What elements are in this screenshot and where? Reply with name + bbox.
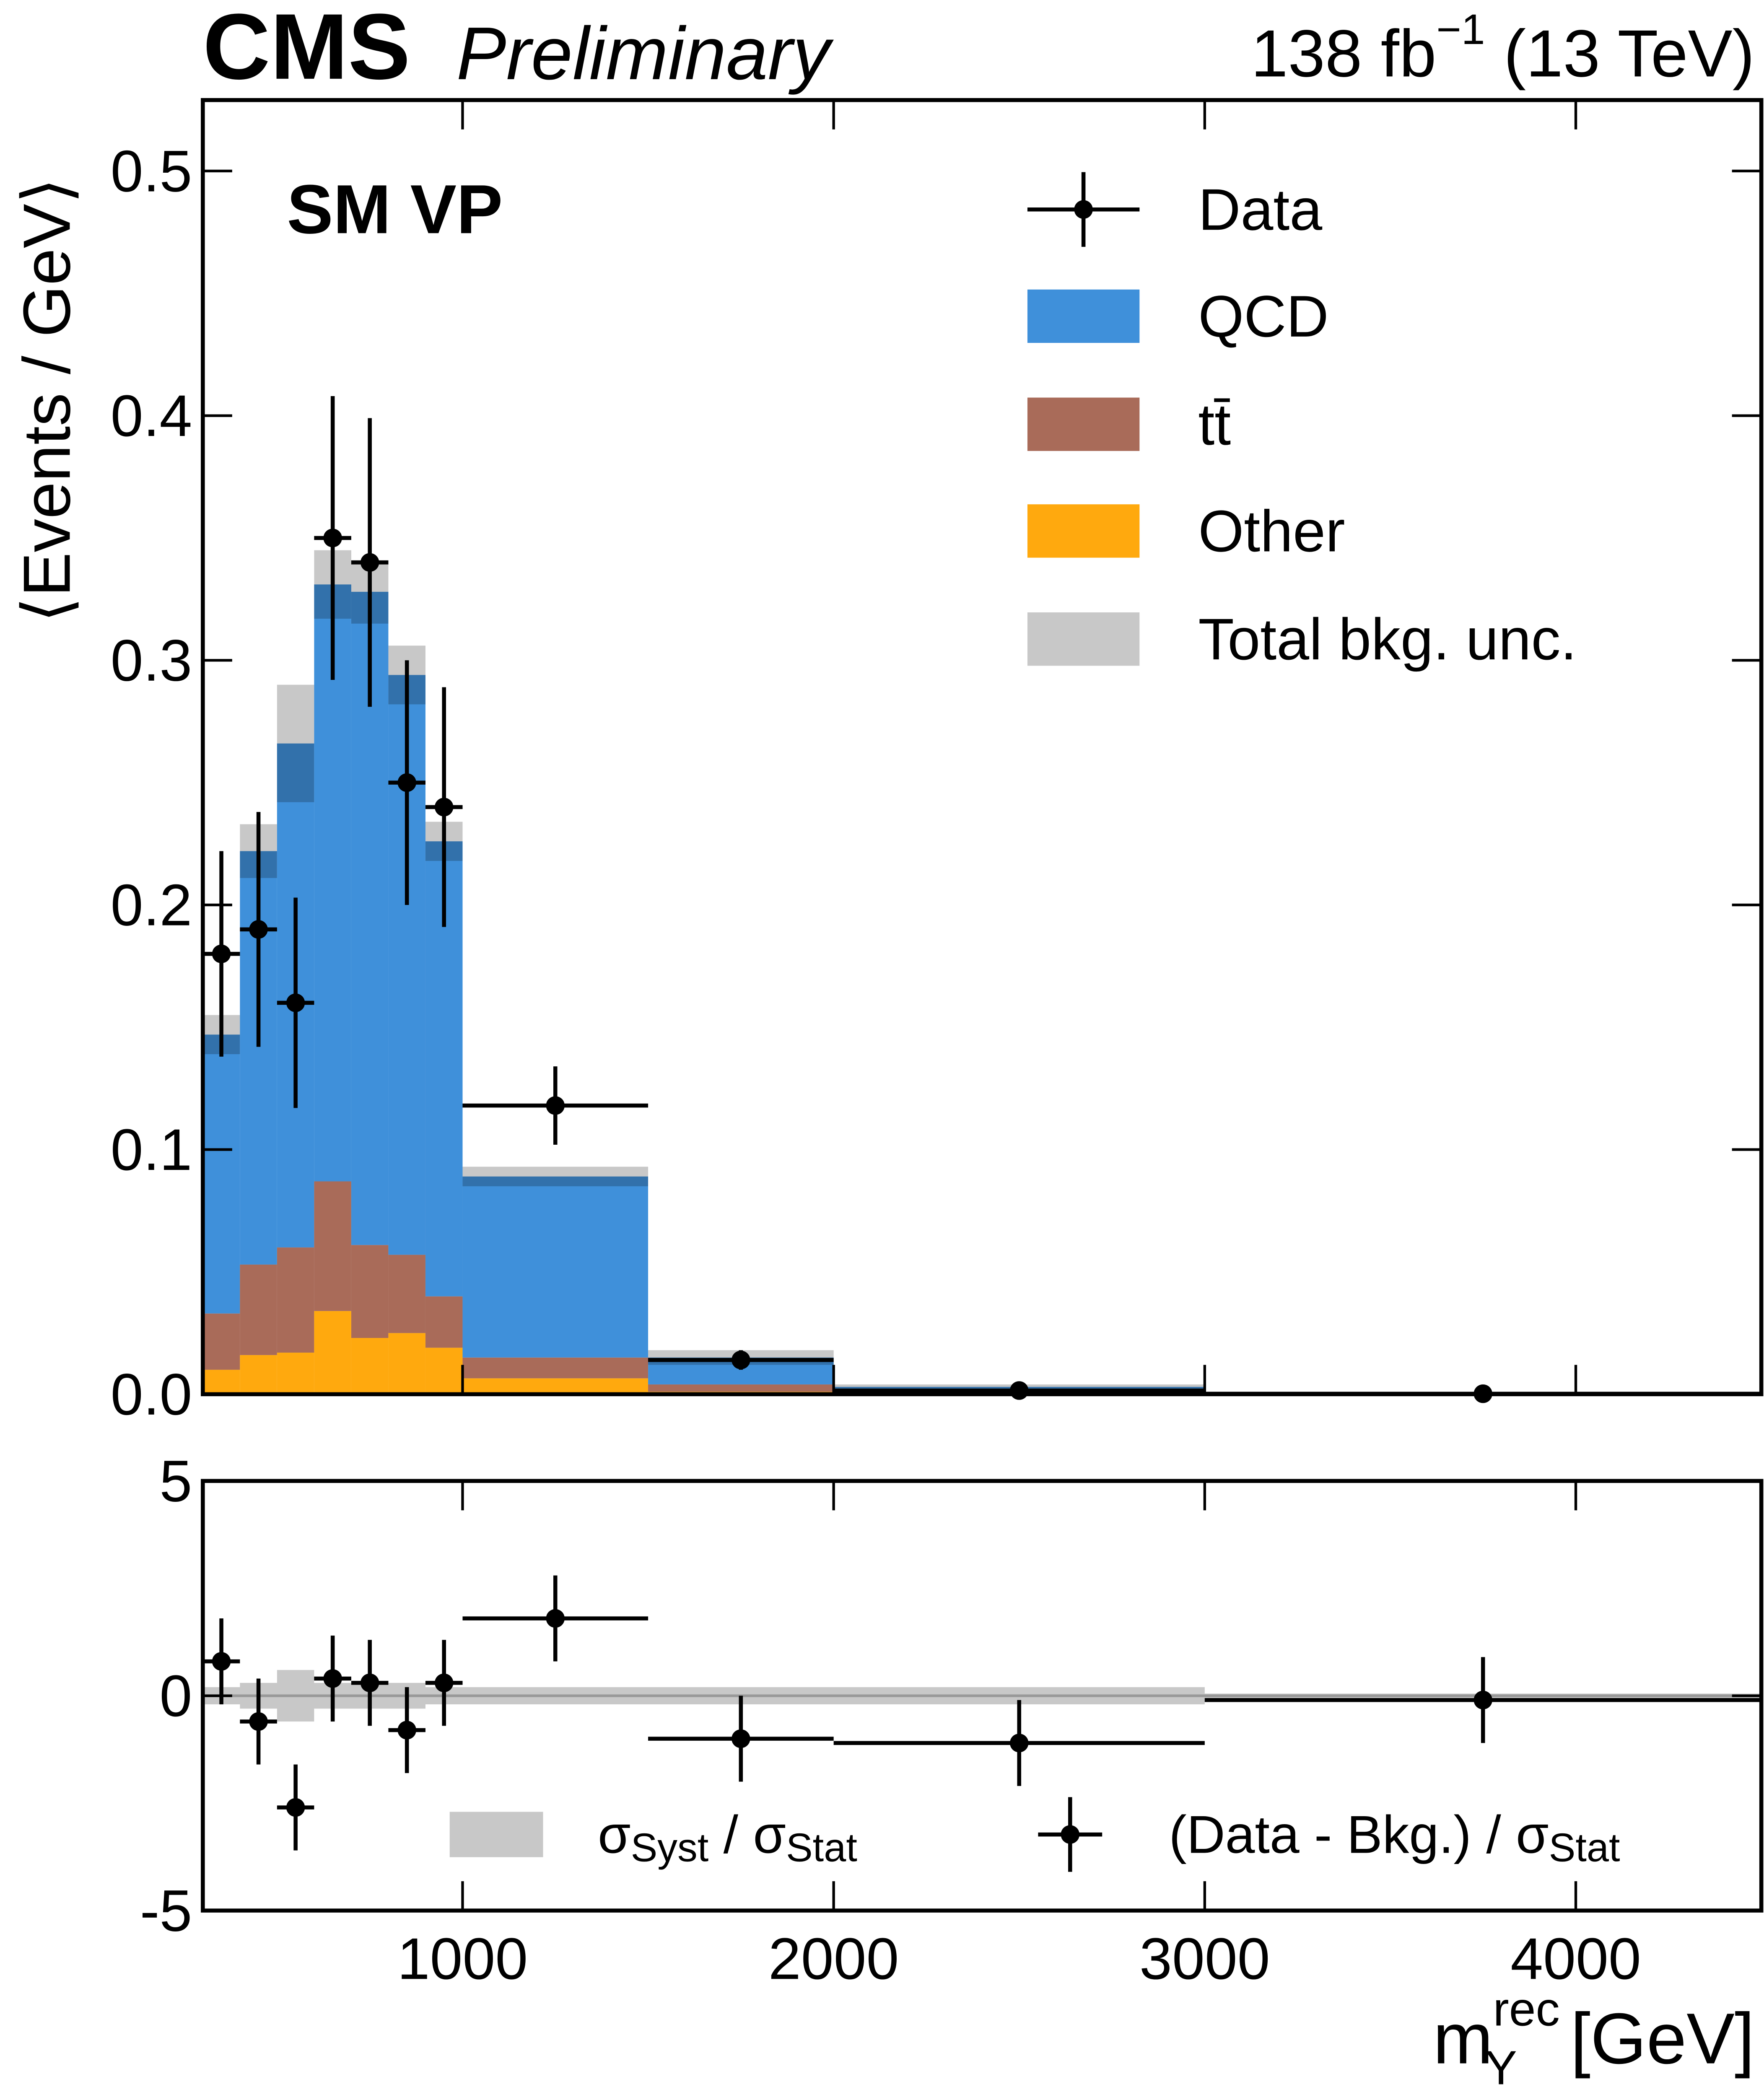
lumi-sup: −1 <box>1436 5 1485 53</box>
lumi: 138 fb−1 (13 TeV) <box>1251 5 1755 91</box>
data-point <box>323 529 342 547</box>
plot-area <box>202 396 1761 1403</box>
stack-segment <box>202 1369 240 1395</box>
legend-label-part: σ <box>598 1805 631 1864</box>
x-tick-label: 4000 <box>1510 1926 1641 1991</box>
legend-label: Other <box>1198 498 1345 564</box>
data-point <box>249 920 268 939</box>
data-point <box>397 773 416 792</box>
stack-segment <box>240 1355 277 1395</box>
legend-swatch <box>1027 397 1140 451</box>
y-tick-label: 0.2 <box>111 872 192 938</box>
data-point <box>732 1729 750 1748</box>
uncertainty-band <box>277 684 314 802</box>
experiment: CMS <box>203 0 410 99</box>
legend-label: σSyst / σStat <box>598 1805 857 1870</box>
data-point <box>397 1721 416 1739</box>
stack-segment <box>314 1311 351 1395</box>
data-point <box>1009 1734 1029 1752</box>
legend-swatch <box>1027 504 1140 558</box>
data-point <box>212 944 231 963</box>
stack-segment <box>425 1348 463 1395</box>
legend-label: (Data - Bkg.) / σStat <box>1169 1805 1620 1870</box>
stack-segment <box>388 1255 425 1333</box>
plot-area <box>202 1575 1761 1851</box>
status: Preliminary <box>457 12 834 95</box>
legend-label: Total bkg. unc. <box>1198 606 1577 672</box>
y-tick-label: 0.0 <box>111 1361 192 1427</box>
x-label-base: m <box>1433 1999 1493 2079</box>
stack-segment <box>351 1245 389 1338</box>
legend-label: QCD <box>1198 283 1328 349</box>
data-point <box>732 1351 750 1369</box>
y-tick-label: 0.3 <box>111 627 192 693</box>
legend-swatch <box>1027 612 1140 666</box>
x-label-sub: Y <box>1485 2041 1517 2092</box>
stack-segment <box>388 1333 425 1395</box>
legend-label-part: Stat <box>1549 1826 1620 1870</box>
y-tick-label: 5 <box>159 1448 192 1514</box>
stack-segment <box>277 1353 314 1395</box>
x-label-unit: [GeV] <box>1570 1999 1754 2079</box>
legend-label-part: / σ <box>708 1805 786 1864</box>
y-tick-label: -5 <box>140 1878 192 1944</box>
x-label-sup: rec <box>1493 1983 1560 2036</box>
data-point <box>249 1712 268 1731</box>
stack-segment <box>240 1264 277 1355</box>
data-point <box>360 553 379 572</box>
region-label: SM VP <box>287 171 503 248</box>
data-point <box>286 1798 305 1817</box>
y-axis-label: ⟨Events / GeV⟩ <box>9 178 84 623</box>
stack-segment <box>462 1357 649 1379</box>
y-tick-label: 0.5 <box>111 138 192 204</box>
data-point <box>546 1096 565 1115</box>
data-point <box>323 1669 342 1688</box>
stack-segment <box>425 1296 463 1348</box>
stack-segment <box>277 1247 314 1353</box>
data-point <box>212 1652 231 1671</box>
stack-segment <box>462 1176 649 1358</box>
legend-label-part: Syst <box>631 1826 709 1870</box>
x-tick-label: 3000 <box>1139 1926 1270 1991</box>
x-tick-label: 2000 <box>768 1926 899 1991</box>
legend-label-part: (Data - Bkg.) / σ <box>1169 1805 1549 1864</box>
data-point <box>546 1609 565 1628</box>
legend-label: Data <box>1198 176 1322 242</box>
stack-segment <box>202 1313 240 1370</box>
data-point <box>434 1673 454 1693</box>
axes-frame <box>201 98 1764 1397</box>
stack-segment <box>351 1338 389 1395</box>
uncertainty-band <box>462 1167 649 1187</box>
lumi-text: 138 fb <box>1251 16 1436 91</box>
legend-swatch <box>449 1812 543 1857</box>
x-tick-label: 1000 <box>397 1926 528 1991</box>
lumi-energy: (13 TeV) <box>1504 16 1755 91</box>
y-tick-label: 0 <box>159 1663 192 1729</box>
y-tick-label: 0.4 <box>111 383 192 448</box>
data-point <box>286 993 305 1012</box>
stack-segment <box>314 584 351 1182</box>
legend-swatch <box>1027 289 1140 343</box>
x-axis-label: mrec Y [GeV] <box>1433 1983 1754 2092</box>
stack-segment <box>648 1384 834 1392</box>
legend-marker <box>1074 200 1093 219</box>
data-point <box>434 798 454 817</box>
legend-marker <box>1061 1825 1080 1844</box>
legend-label-part: Stat <box>786 1826 857 1870</box>
stack-segment <box>314 1181 351 1311</box>
stack-segment <box>202 1034 240 1314</box>
data-point <box>1473 1690 1493 1710</box>
stack-segment <box>462 1378 649 1395</box>
data-point <box>360 1673 379 1693</box>
y-tick-label: 0.1 <box>111 1117 192 1182</box>
legend-label: tt̄ <box>1198 391 1231 457</box>
data-point <box>1009 1381 1029 1400</box>
